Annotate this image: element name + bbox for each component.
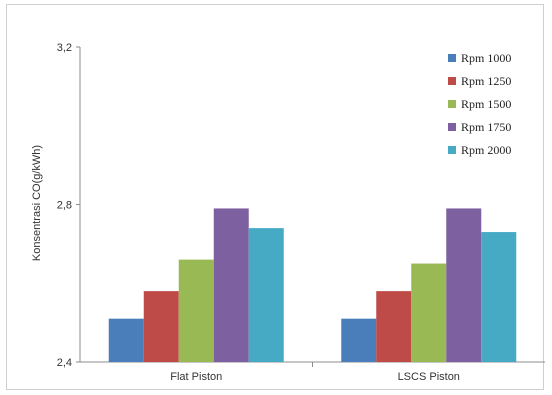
legend-swatch <box>448 77 456 85</box>
legend-label: Rpm 2000 <box>461 143 511 157</box>
bar <box>446 208 482 362</box>
bar <box>481 232 517 362</box>
bar <box>248 228 284 362</box>
legend-label: Rpm 1250 <box>461 74 511 88</box>
bar <box>178 259 214 362</box>
legend-swatch <box>448 123 456 131</box>
bar <box>143 291 179 362</box>
category-label: LSCS Piston <box>398 371 460 383</box>
legend-swatch <box>448 100 456 108</box>
y-tick-label: 2,4 <box>57 357 72 369</box>
y-axis-label: Konsentrasi CO(g/kWh) <box>31 145 43 261</box>
y-tick-label: 2,8 <box>57 200 72 212</box>
legend-label: Rpm 1500 <box>461 97 511 111</box>
category-label: Flat Piston <box>170 371 222 383</box>
legend-swatch <box>448 146 456 154</box>
bar <box>411 263 447 362</box>
category-labels: Flat Piston LSCS Piston <box>170 371 460 383</box>
y-tick-labels: 2,4 2,8 3,2 <box>57 42 72 369</box>
legend: Rpm 1000 Rpm 1250 Rpm 1500 Rpm 1750 Rpm 2000 <box>448 51 511 157</box>
legend-swatch <box>448 54 456 62</box>
legend-label: Rpm 1000 <box>461 51 511 65</box>
bar <box>341 318 377 362</box>
bar <box>376 291 412 362</box>
y-tick-label: 3,2 <box>57 42 72 54</box>
bar <box>213 208 249 362</box>
bar <box>108 318 144 362</box>
bars <box>108 208 517 362</box>
legend-label: Rpm 1750 <box>461 120 511 134</box>
